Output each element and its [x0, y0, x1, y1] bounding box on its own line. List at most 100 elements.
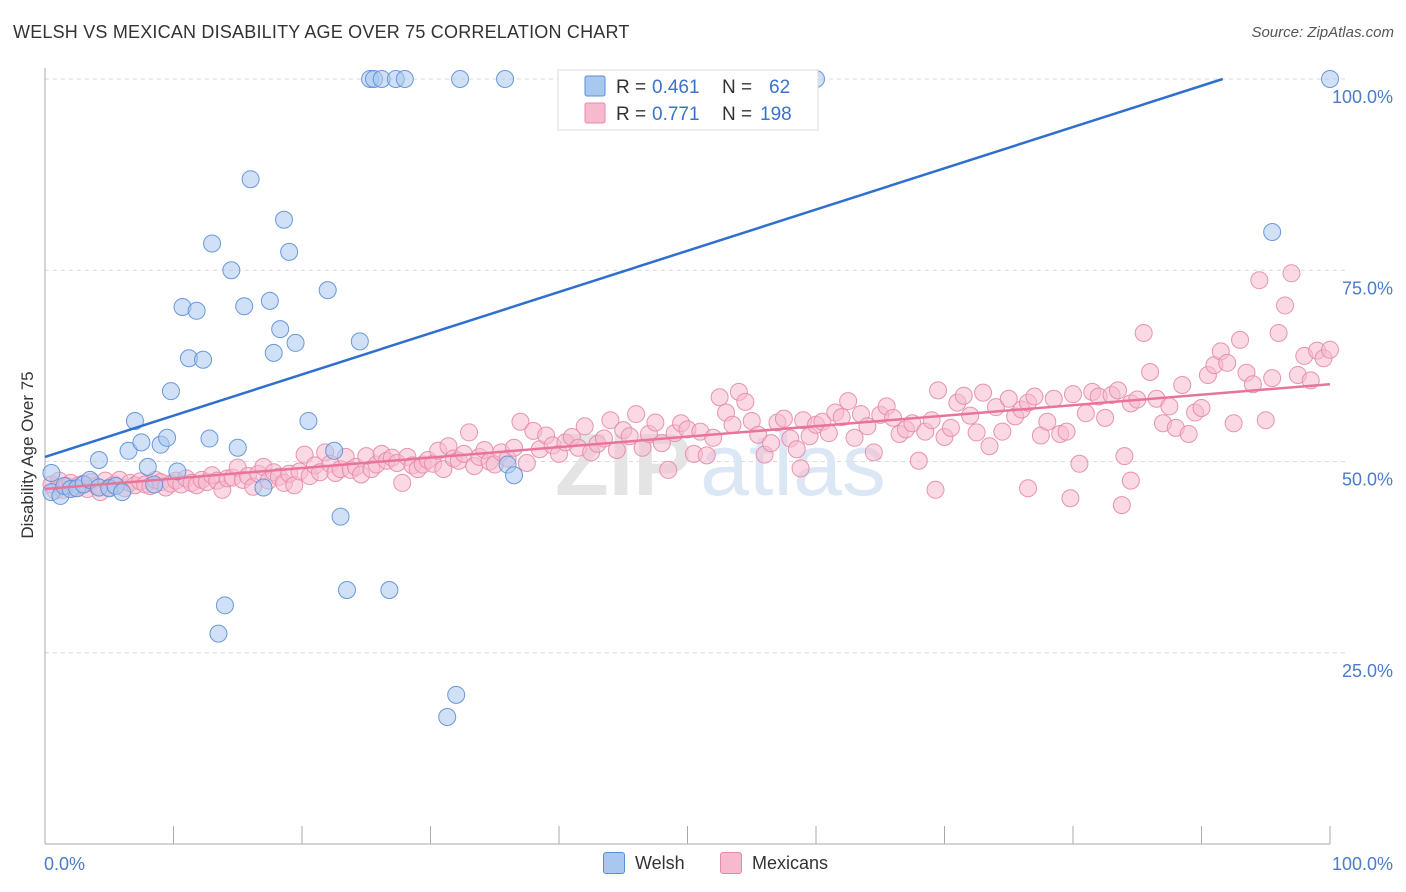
mexicans-point [819, 424, 838, 443]
welsh-point [275, 210, 294, 229]
mexicans-point [1121, 471, 1140, 490]
mexicans-point [1179, 424, 1198, 443]
mexicans-point [1269, 323, 1288, 342]
welsh-point [286, 333, 305, 352]
welsh-point [254, 478, 273, 497]
mexicans-point [961, 406, 980, 425]
welsh-point [194, 350, 213, 369]
mexicans-point [601, 411, 620, 430]
x-tick-label: 100.0% [1332, 854, 1393, 874]
welsh-point [125, 411, 144, 430]
mexicans-point [1134, 323, 1153, 342]
y-tick-label: 25.0% [1342, 661, 1393, 681]
mexicans-point [791, 459, 810, 478]
welsh-trend-line [44, 77, 1224, 459]
source-label: Source: ZipAtlas.com [1251, 24, 1394, 41]
mexicans-point [1276, 296, 1295, 315]
welsh-point [505, 466, 524, 485]
mexicans-point [926, 480, 945, 499]
mexicans-point [517, 454, 536, 473]
legend-bottom-swatch-welsh [603, 852, 625, 874]
mexicans-point [1231, 330, 1250, 349]
mexicans-point [762, 434, 781, 453]
welsh-point [89, 450, 108, 469]
mexicans-point [1115, 447, 1134, 466]
mexicans-point [393, 473, 412, 492]
mexicans-point [845, 428, 864, 447]
welsh-point [264, 343, 283, 362]
mexicans-point [1224, 414, 1243, 433]
welsh-point [158, 428, 177, 447]
mexicans-point [1025, 387, 1044, 406]
welsh-point [271, 320, 290, 339]
mexicans-point [909, 451, 928, 470]
tick-labels: 25.0% 50.0% 75.0% 100.0% 0.0% 100.0% [44, 87, 1393, 874]
mexicans-point [1173, 376, 1192, 394]
legend-swatch-mexicans [584, 102, 606, 124]
welsh-point [161, 382, 180, 401]
welsh-point [209, 624, 228, 643]
welsh-point [260, 291, 279, 310]
mexicans-point [1070, 454, 1089, 473]
welsh-point [203, 234, 222, 253]
legend-item-mexicans: Mexicans [720, 852, 828, 874]
legend-mex-n-value: 198 [760, 104, 792, 125]
legend-welsh-n-value: 62 [769, 77, 790, 98]
mexicans-point [627, 405, 646, 424]
welsh-point [350, 332, 369, 351]
welsh-point [132, 433, 151, 452]
welsh-point [395, 70, 414, 88]
welsh-point [447, 685, 466, 704]
mexicans-point [1108, 381, 1127, 400]
welsh-point [318, 281, 337, 300]
legend-mex-r-value: 0.771 [652, 104, 700, 125]
welsh-point [438, 708, 457, 727]
legend-mex-r-label: R = [616, 104, 646, 125]
mexicans-point [1096, 408, 1115, 427]
welsh-point [119, 441, 138, 460]
mexicans-point [999, 389, 1018, 408]
y-tick-label: 75.0% [1342, 278, 1393, 298]
mexicans-point [710, 388, 729, 407]
mexicans-point [723, 415, 742, 434]
mexicans-point [1321, 340, 1339, 359]
y-tick-label: 50.0% [1342, 470, 1393, 490]
welsh-point [168, 462, 187, 481]
legend-welsh-n-label: N = [722, 77, 752, 98]
welsh-point [235, 297, 254, 316]
welsh-point [113, 483, 132, 502]
mexicans-point [941, 418, 960, 437]
mexicans-point [1250, 271, 1269, 290]
mexicans-point [1112, 496, 1131, 515]
mexicans-point [839, 392, 858, 411]
welsh-point [337, 581, 356, 600]
mexicans-point [697, 446, 716, 465]
mexicans-point [787, 440, 806, 459]
welsh-point [1321, 70, 1339, 88]
legend-bottom-label-mexicans: Mexicans [752, 852, 829, 873]
welsh-point [325, 441, 344, 460]
legend-bottom-label-welsh: Welsh [635, 852, 685, 873]
welsh-point [1263, 223, 1282, 241]
mexicans-point [704, 428, 723, 447]
mexicans-point [505, 438, 524, 457]
welsh-point [222, 261, 241, 280]
welsh-point [380, 581, 399, 600]
welsh-point [280, 242, 299, 261]
mexicans-point [1057, 422, 1076, 441]
welsh-point [200, 429, 219, 448]
mexicans-point [967, 423, 986, 442]
chart-title: WELSH VS MEXICAN DISABILITY AGE OVER 75 … [13, 22, 630, 42]
y-tick-label: 100.0% [1332, 87, 1393, 107]
mexicans-point [659, 460, 678, 479]
mexicans-point [929, 381, 948, 400]
mexicans-point [884, 408, 903, 427]
mexicans-point [974, 383, 993, 402]
mexicans-point [1256, 411, 1275, 430]
mexicans-point [832, 408, 851, 427]
welsh-point [187, 301, 206, 320]
welsh-point [138, 457, 157, 476]
mexicans-point [864, 443, 883, 462]
mexicans-point [1192, 398, 1211, 417]
legend-welsh-r-label: R = [616, 77, 646, 98]
